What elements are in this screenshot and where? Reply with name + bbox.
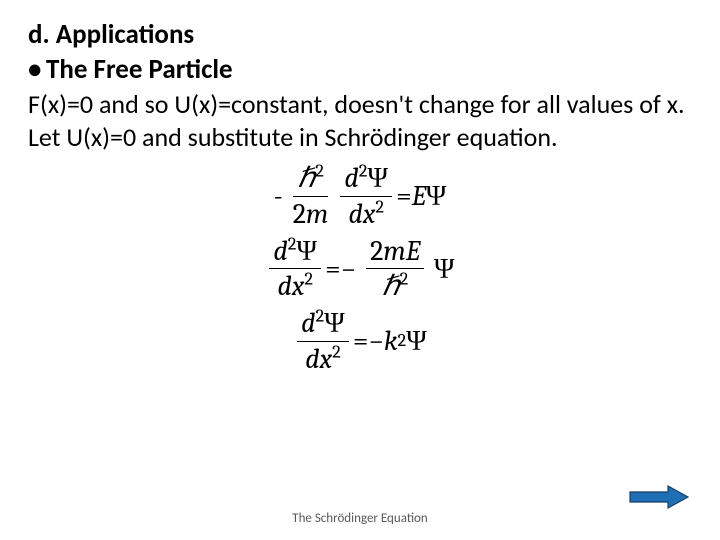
bullet-title: •The Free Particle [28,53,692,86]
body-paragraph: F(x)=0 and so U(x)=constant, doesn't cha… [28,88,692,153]
eq2-frac-2mE-hbar2: 2mE ℏ2 [366,236,424,303]
equations-block: - ℏ2 2m d2Ψ dx2 = EΨ d2Ψ dx2 = − 2mE ℏ2 [28,163,692,375]
eq1-frac-hbar2-2m: ℏ2 2m [289,163,333,230]
eq3-minus: − [368,327,384,355]
eq1-frac-d2psi-dx2: d2Ψ dx2 [340,163,392,230]
equation-1: - ℏ2 2m d2Ψ dx2 = EΨ [28,163,692,230]
eq3-equals: = [353,327,369,355]
eq1-minus: - [274,182,283,210]
slide-footer: The Schrödinger Equation [0,511,720,526]
eq2-equals: = [325,255,341,283]
equation-2: d2Ψ dx2 = − 2mE ℏ2 Ψ [28,236,692,303]
eq2-frac-d2psi-dx2: d2Ψ dx2 [269,236,321,303]
bullet-dot: • [28,53,46,86]
section-heading: d. Applications [28,18,692,51]
next-arrow-button[interactable] [628,484,690,510]
eq3-psi: Ψ [406,327,427,355]
eq2-psi: Ψ [434,255,455,283]
arrow-right-icon [628,484,690,510]
eq1-equals: = [396,182,412,210]
eq2-minus: − [341,255,357,283]
bullet-text: The Free Particle [46,53,233,86]
eq3-k: k [384,327,398,355]
eq1-E: E [412,182,426,210]
eq3-frac-d2psi-dx2: d2Ψ dx2 [297,308,349,375]
eq1-psi: Ψ [426,182,447,210]
equation-3: d2Ψ dx2 = −k2Ψ [28,308,692,375]
